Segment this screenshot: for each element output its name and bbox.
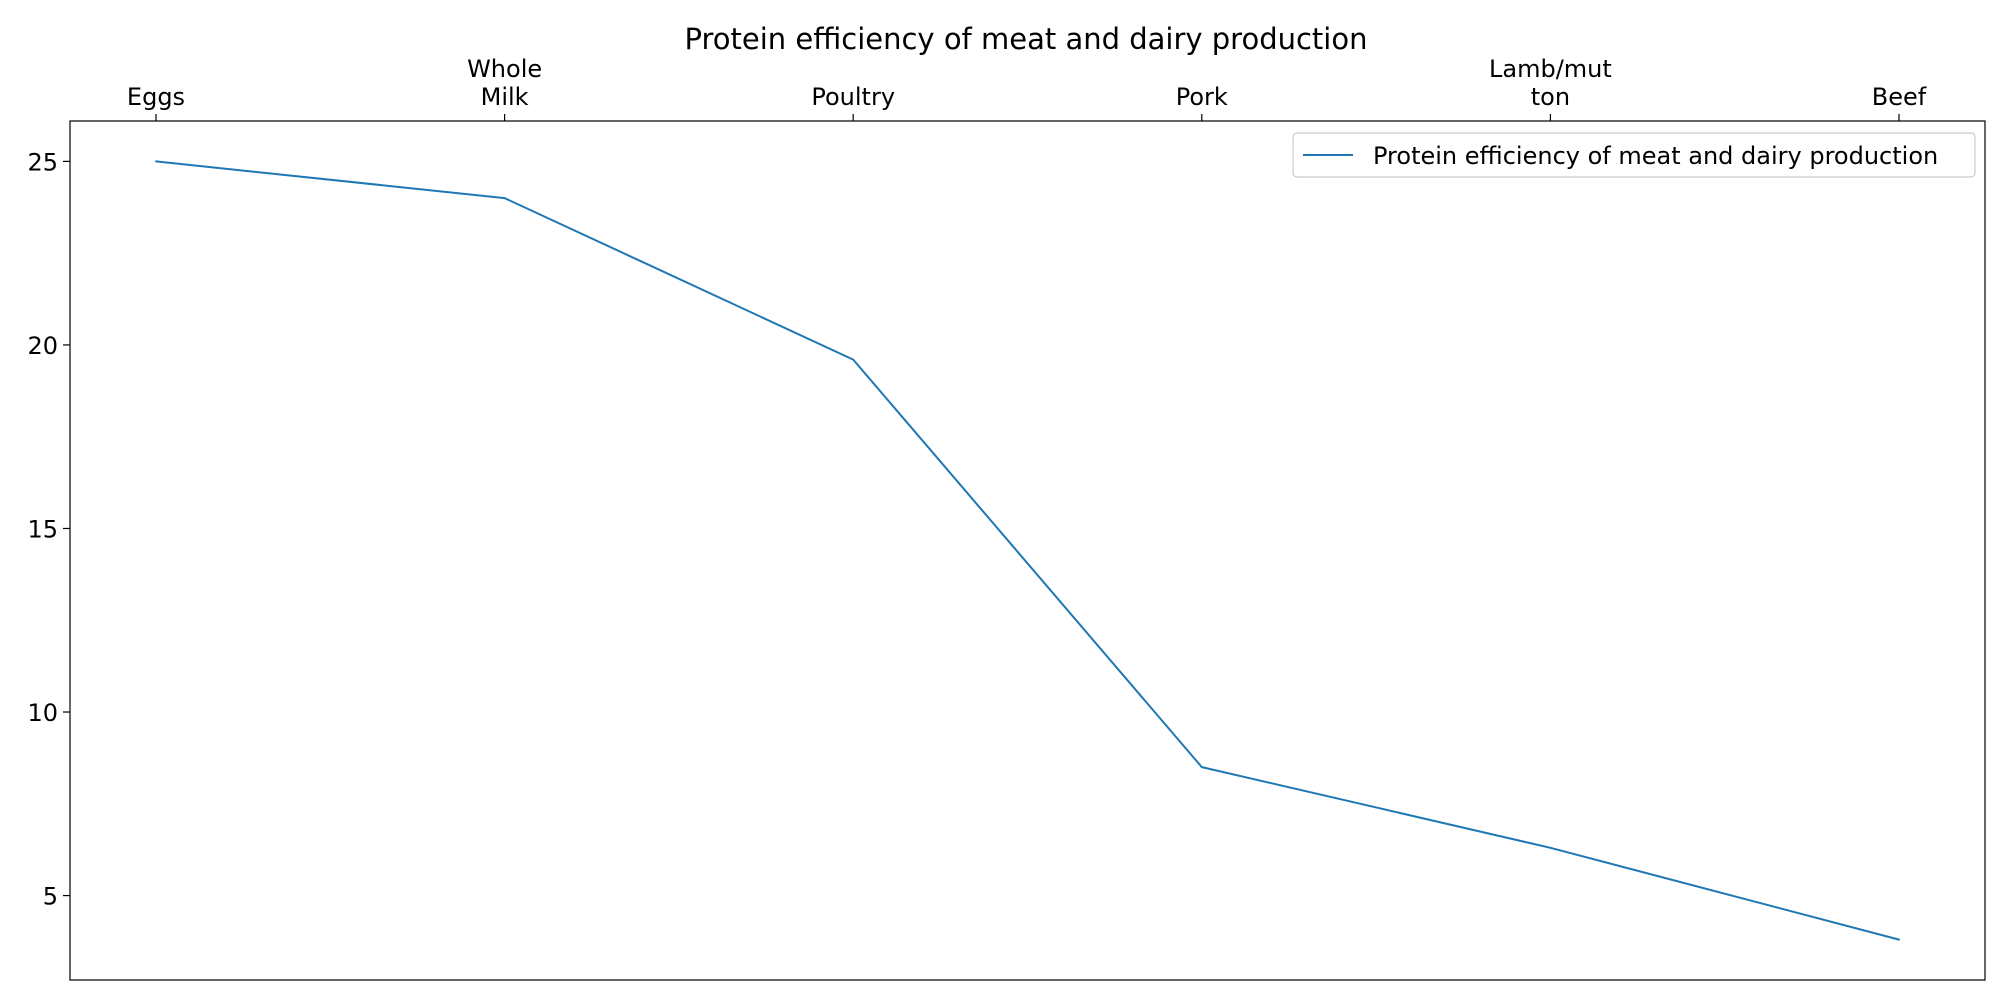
x-tick-label-line: Milk	[481, 83, 529, 111]
x-tick-label: Poultry	[811, 83, 895, 111]
plot-frame	[69, 120, 1986, 981]
legend-label: Protein efficiency of meat and dairy pro…	[1373, 142, 1938, 170]
x-tick-label-line: ton	[1531, 83, 1570, 111]
x-tick-label: Beef	[1872, 83, 1927, 111]
x-tick-label: Whole Milk	[467, 55, 542, 111]
x-tick-label: Lamb/mut ton	[1489, 55, 1612, 111]
x-tick-label: Eggs	[127, 83, 185, 111]
data-point	[155, 160, 157, 163]
data-point	[1200, 766, 1203, 769]
x-tick-label-line: Poultry	[811, 83, 895, 111]
y-axis: 5 10 15 20 25	[27, 148, 70, 911]
data-point	[1549, 846, 1552, 849]
chart-title: Protein efficiency of meat and dairy pro…	[685, 22, 1368, 56]
legend[interactable]: Protein efficiency of meat and dairy pro…	[1292, 132, 1976, 178]
series-layer	[155, 160, 1900, 941]
data-point	[1898, 938, 1900, 941]
y-tick-label: 5	[43, 883, 58, 911]
y-tick-label: 15	[27, 515, 58, 543]
data-point	[503, 197, 506, 200]
series-line	[155, 160, 1900, 941]
x-tick-label-line: Eggs	[127, 83, 185, 111]
x-tick-label-line: Lamb/mut	[1489, 55, 1612, 83]
legend-box	[1292, 132, 1976, 178]
x-axis: Eggs Whole Milk Poultry Pork Lamb/mut ton Beef	[127, 55, 1927, 121]
x-tick-label-line: Pork	[1176, 83, 1228, 111]
y-tick-label: 20	[27, 332, 58, 360]
x-tick-label-line: Whole	[467, 55, 542, 83]
data-point	[852, 358, 855, 361]
y-tick-label: 10	[27, 699, 58, 727]
x-tick-label-line: Beef	[1872, 83, 1927, 111]
x-tick-label: Pork	[1176, 83, 1228, 111]
y-tick-label: 25	[27, 148, 58, 176]
